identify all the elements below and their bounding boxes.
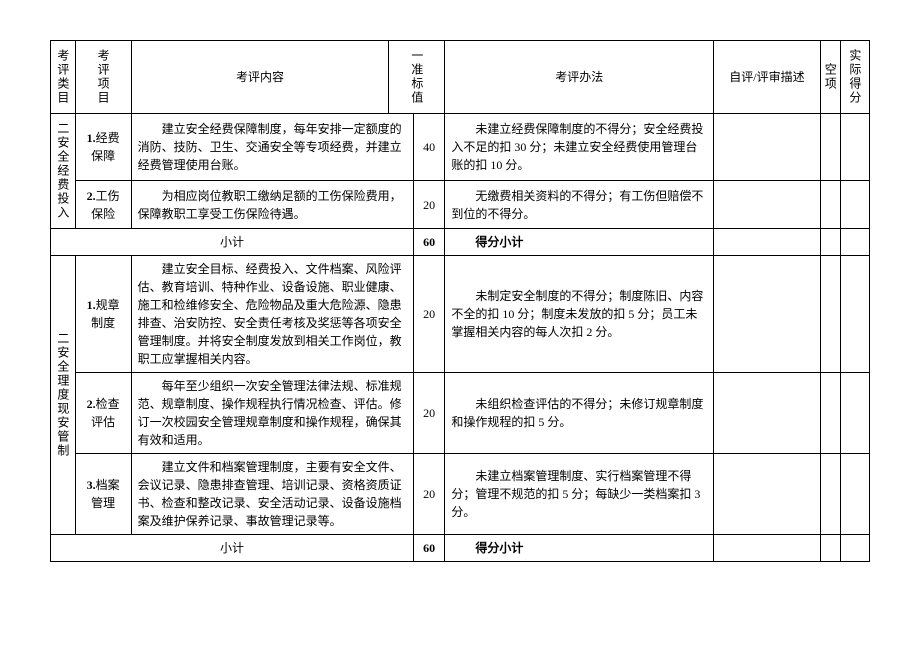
subtotal-label: 小计 bbox=[51, 229, 414, 256]
content-cell: 建立文件和档案管理制度，主要有安全文件、会议记录、隐患排查管理、培训记录、资格资… bbox=[131, 454, 413, 535]
score-cell bbox=[840, 535, 869, 562]
self-cell bbox=[714, 454, 820, 535]
value-cell: 20 bbox=[413, 454, 444, 535]
header-method: 考评办法 bbox=[445, 41, 714, 114]
subtotal-score-label: 得分小计 bbox=[445, 535, 714, 562]
header-content: 考评内容 bbox=[131, 41, 389, 114]
table-row: 2.检查评估 每年至少组织一次安全管理法律法规、标准规范、规章制度、操作规程执行… bbox=[51, 373, 870, 454]
blank-cell bbox=[820, 373, 840, 454]
self-cell bbox=[714, 229, 820, 256]
blank-cell bbox=[820, 535, 840, 562]
item-cell: 2.工伤保险 bbox=[75, 181, 131, 229]
subtotal-score-label: 得分小计 bbox=[445, 229, 714, 256]
self-cell bbox=[714, 535, 820, 562]
header-self: 自评/评审描述 bbox=[714, 41, 820, 114]
value-cell: 20 bbox=[413, 256, 444, 373]
header-score: 实际得分 bbox=[840, 41, 869, 114]
table-row: 二安全经费投入 1.经费保障 建立安全经费保障制度，每年安排一定额度的消防、技防… bbox=[51, 114, 870, 181]
header-item: 考评项目 bbox=[75, 41, 131, 114]
content-cell: 建立安全经费保障制度，每年安排一定额度的消防、技防、卫生、交通安全等专项经费，并… bbox=[131, 114, 413, 181]
method-cell: 未建立档案管理制度、实行档案管理不得分；管理不规范的扣 5 分；每缺少一类档案扣… bbox=[445, 454, 714, 535]
content-cell: 每年至少组织一次安全管理法律法规、标准规范、规章制度、操作规程执行情况检查、评估… bbox=[131, 373, 413, 454]
blank-cell bbox=[820, 229, 840, 256]
header-blank: 空项 bbox=[820, 41, 840, 114]
item-cell: 3.档案管理 bbox=[75, 454, 131, 535]
content-cell: 为相应岗位教职工缴纳足额的工伤保险费用，保障教职工享受工伤保险待遇。 bbox=[131, 181, 413, 229]
content-cell: 建立安全目标、经费投入、文件档案、风险评估、教育培训、特种作业、设备设施、职业健… bbox=[131, 256, 413, 373]
subtotal-row: 小计 60 得分小计 bbox=[51, 229, 870, 256]
method-cell: 未建立经费保障制度的不得分；安全经费投入不足的扣 30 分；未建立安全经费使用管… bbox=[445, 114, 714, 181]
header-category: 考评类目 bbox=[51, 41, 76, 114]
blank-cell bbox=[820, 114, 840, 181]
table-row: 3.档案管理 建立文件和档案管理制度，主要有安全文件、会议记录、隐患排查管理、培… bbox=[51, 454, 870, 535]
blank-cell bbox=[820, 181, 840, 229]
self-cell bbox=[714, 181, 820, 229]
blank-cell bbox=[820, 256, 840, 373]
method-cell: 未制定安全制度的不得分；制度陈旧、内容不全的扣 10 分；制度未发放的扣 5 分… bbox=[445, 256, 714, 373]
item-cell: 2.检查评估 bbox=[75, 373, 131, 454]
value-cell: 20 bbox=[413, 373, 444, 454]
table-row: 2.工伤保险 为相应岗位教职工缴纳足额的工伤保险费用，保障教职工享受工伤保险待遇… bbox=[51, 181, 870, 229]
category-cell: 二安全理度现安管制 bbox=[51, 256, 76, 535]
header-standard: 一准标值 bbox=[389, 41, 445, 114]
value-cell: 20 bbox=[413, 181, 444, 229]
score-cell bbox=[840, 181, 869, 229]
table-row: 二安全理度现安管制 1.规章制度 建立安全目标、经费投入、文件档案、风险评估、教… bbox=[51, 256, 870, 373]
evaluation-table: 考评类目 考评项目 考评内容 一准标值 考评办法 自评/评审描述 空项 实际得分… bbox=[50, 40, 870, 562]
subtotal-value: 60 bbox=[413, 535, 444, 562]
subtotal-label: 小计 bbox=[51, 535, 414, 562]
subtotal-row: 小计 60 得分小计 bbox=[51, 535, 870, 562]
score-cell bbox=[840, 229, 869, 256]
item-cell: 1.经费保障 bbox=[75, 114, 131, 181]
method-cell: 未组织检查评估的不得分；未修订规章制度和操作规程的扣 5 分。 bbox=[445, 373, 714, 454]
self-cell bbox=[714, 256, 820, 373]
blank-cell bbox=[820, 454, 840, 535]
header-row: 考评类目 考评项目 考评内容 一准标值 考评办法 自评/评审描述 空项 实际得分 bbox=[51, 41, 870, 114]
category-cell: 二安全经费投入 bbox=[51, 114, 76, 229]
score-cell bbox=[840, 114, 869, 181]
score-cell bbox=[840, 373, 869, 454]
self-cell bbox=[714, 373, 820, 454]
score-cell bbox=[840, 256, 869, 373]
method-cell: 无缴费相关资料的不得分；有工伤但赔偿不到位的不得分。 bbox=[445, 181, 714, 229]
self-cell bbox=[714, 114, 820, 181]
subtotal-value: 60 bbox=[413, 229, 444, 256]
value-cell: 40 bbox=[413, 114, 444, 181]
item-cell: 1.规章制度 bbox=[75, 256, 131, 373]
score-cell bbox=[840, 454, 869, 535]
